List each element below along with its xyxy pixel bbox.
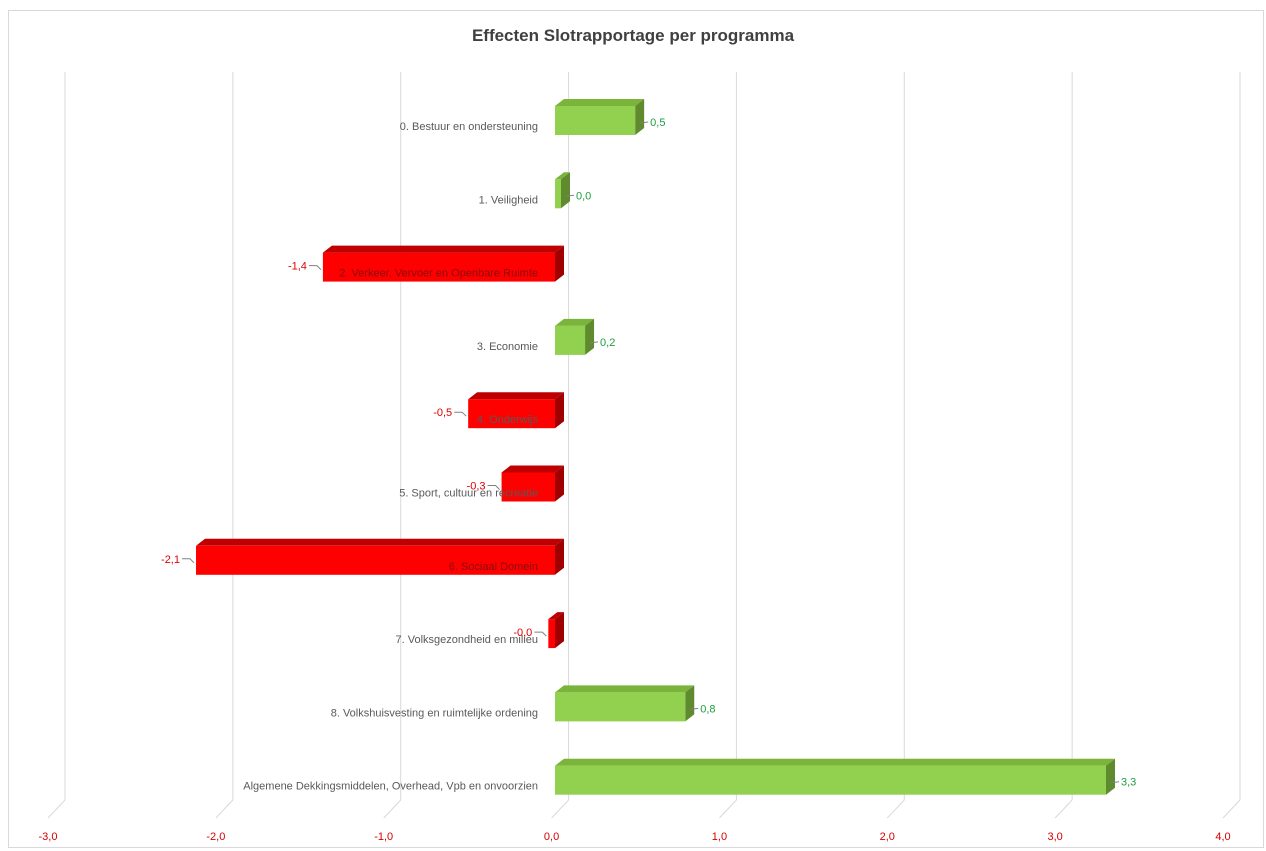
- category-label: 6. Sociaal Domein: [449, 561, 538, 573]
- bar-front-face: [322, 252, 555, 282]
- value-label: -2,1: [161, 554, 180, 566]
- bar-top-face: [555, 318, 595, 326]
- bar-top-face: [555, 172, 570, 180]
- category-label: 4. Onderwijs: [477, 414, 539, 426]
- leader-line: [308, 265, 322, 270]
- leader-line: [487, 485, 500, 490]
- x-tick-label: -1,0: [374, 831, 393, 843]
- bar-volkshuisvesting: [555, 685, 695, 722]
- bar-volksgezondheid: [548, 612, 564, 649]
- leader-line: [182, 558, 195, 564]
- value-label: 0,2: [600, 337, 615, 349]
- bar-economie: [555, 318, 595, 355]
- leader-line: [534, 631, 547, 637]
- gridline-floor: [551, 799, 569, 819]
- bar-side-face: [585, 318, 595, 355]
- bar-top-face: [468, 392, 564, 400]
- bar-side-face: [555, 392, 564, 429]
- bar-top-face: [555, 99, 645, 106]
- leader-line: [640, 121, 649, 124]
- leader-line: [565, 194, 575, 197]
- gridline-floor: [886, 799, 905, 819]
- bar-side-face: [555, 465, 564, 502]
- value-label: 0,8: [700, 703, 715, 715]
- bar-verkeer: [322, 245, 564, 282]
- bar-top-face: [196, 538, 565, 546]
- leader-line: [454, 411, 467, 417]
- value-label: -1,4: [288, 261, 307, 273]
- category-label: 3. Economie: [477, 341, 538, 353]
- bar-front-face: [555, 765, 1106, 795]
- bar-algemene-dekkingsmiddelen: [555, 758, 1115, 795]
- category-label: 5. Sport, cultuur en recreatie: [399, 488, 538, 500]
- bar-front-face: [555, 325, 586, 355]
- chart-title: Effecten Slotrapportage per programma: [471, 26, 795, 45]
- labels: 0. Bestuur en ondersteuning 0,5 1. Veiligh…: [161, 117, 1136, 793]
- x-tick-label: 3,0: [1047, 831, 1062, 843]
- x-tick-label: 1,0: [712, 831, 727, 843]
- category-label: 1. Veiligheid: [479, 194, 538, 206]
- bar-front-face: [555, 692, 686, 722]
- gridline-floor: [215, 799, 234, 819]
- bars: [196, 99, 1115, 795]
- bar-front-face: [468, 399, 555, 429]
- leader-line: [690, 707, 699, 710]
- x-tick-label: 4,0: [1215, 831, 1230, 843]
- gridline-floor: [719, 799, 737, 819]
- leader-line: [1110, 781, 1120, 784]
- value-label: 0,5: [650, 117, 665, 129]
- bar-front-face: [555, 106, 636, 135]
- gridline-floor: [47, 799, 66, 819]
- gridline-floor: [1054, 799, 1073, 819]
- x-tick-labels: -3,0 -2,0 -1,0 0,0 1,0 2,0 3,0 4,0: [39, 831, 1231, 843]
- category-label: 8. Volkshuisvesting en ruimtelijke orden…: [331, 707, 538, 719]
- bar-top-face: [555, 758, 1115, 766]
- bar-bestuur: [555, 99, 645, 135]
- category-label: 0. Bestuur en ondersteuning: [400, 121, 538, 133]
- bar-top-face: [501, 465, 564, 473]
- bar-onderwijs: [468, 392, 564, 429]
- value-label: -0,0: [513, 627, 532, 639]
- value-label: 3,3: [1121, 777, 1136, 789]
- bar-top-face: [555, 685, 695, 693]
- bar-front-face: [548, 619, 555, 649]
- value-label: -0,3: [467, 481, 486, 493]
- category-label: 2. Verkeer, Vervoer en Openbare Ruimte: [339, 268, 538, 280]
- bar-side-face: [561, 172, 570, 209]
- bar-top-face: [548, 612, 564, 620]
- value-label: 0,0: [576, 190, 591, 202]
- x-tick-label: 2,0: [880, 831, 895, 843]
- gridline-floor: [1222, 799, 1241, 819]
- bar-veiligheid: [555, 172, 570, 209]
- bar-side-face: [555, 538, 564, 575]
- x-tick-label: -2,0: [206, 831, 225, 843]
- bar-front-face: [555, 179, 561, 209]
- category-label: 7. Volksgezondheid en milieu: [396, 634, 538, 646]
- bar-side-face: [555, 612, 564, 649]
- bar-side-face: [1106, 758, 1115, 795]
- x-tick-label: 0,0: [544, 831, 559, 843]
- category-label: Algemene Dekkingsmiddelen, Overhead, Vpb…: [243, 781, 538, 793]
- bar-sociaal-domein: [196, 538, 565, 575]
- bar-side-face: [635, 99, 645, 135]
- bar-side-face: [685, 685, 695, 722]
- gridline-floor: [383, 799, 402, 819]
- bar-front-face: [501, 472, 555, 502]
- bar-front-face: [196, 545, 556, 575]
- gridlines: [47, 72, 1241, 819]
- value-label: -0,5: [433, 407, 452, 419]
- bar-side-face: [555, 245, 564, 282]
- bar-top-face: [322, 245, 564, 253]
- x-tick-label: -3,0: [39, 831, 58, 843]
- leader-line: [589, 341, 599, 344]
- bar-sport: [501, 465, 564, 502]
